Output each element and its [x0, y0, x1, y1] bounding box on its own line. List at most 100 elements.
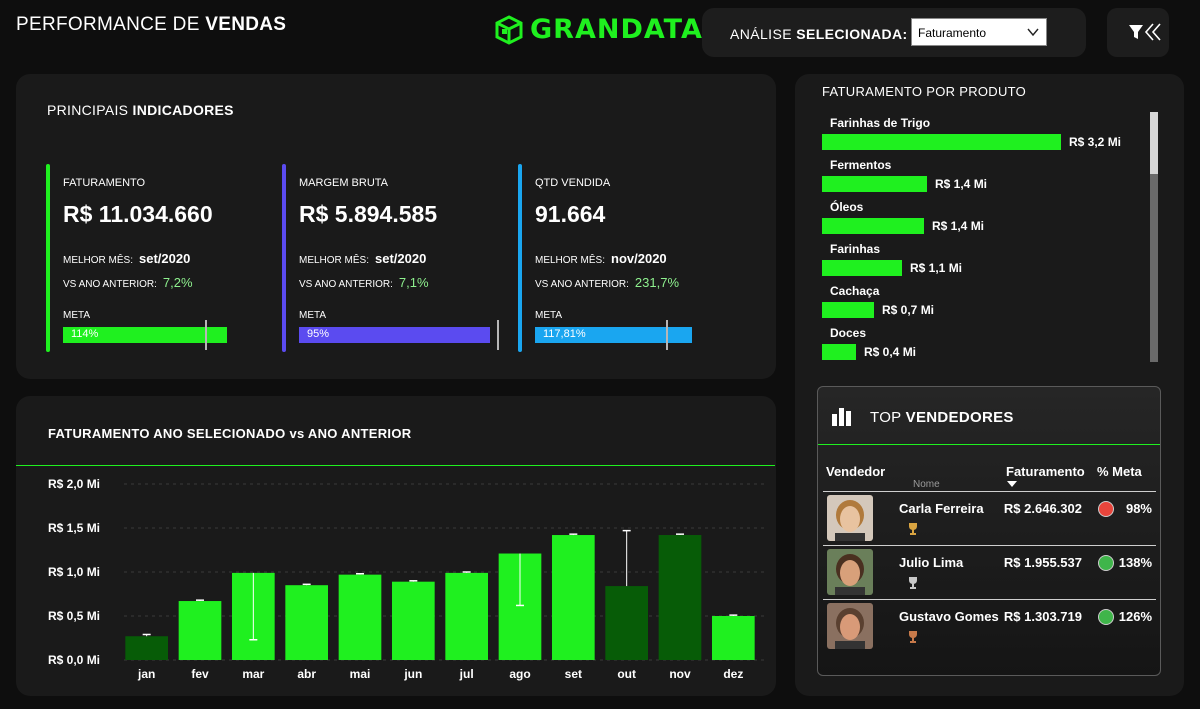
filter-icon[interactable]: [1128, 24, 1144, 40]
bar[interactable]: [338, 574, 382, 660]
chevron-down-icon: [1027, 28, 1039, 37]
page-title-prefix: PERFORMANCE DE: [16, 14, 206, 35]
y-tick-label: R$ 0,0 Mi: [48, 653, 100, 667]
bar[interactable]: [392, 581, 435, 660]
product-row[interactable]: Fermentos R$ 1,4 Mi: [822, 158, 987, 193]
top-sellers-divider: [818, 444, 1160, 445]
logo-text: GRANDATA: [530, 14, 703, 45]
bar[interactable]: [605, 586, 648, 660]
product-row[interactable]: Doces R$ 0,4 Mi: [822, 326, 916, 361]
double-chevron-left-icon[interactable]: [1144, 22, 1162, 42]
product-name: Farinhas de Trigo: [830, 116, 931, 130]
bar[interactable]: [445, 572, 488, 660]
bar[interactable]: [552, 535, 595, 660]
kpi-best-month: MELHOR MÊS: set/2020: [63, 251, 190, 266]
product-row[interactable]: Óleos R$ 1,4 Mi: [822, 200, 984, 235]
bar-chart-icon: [832, 408, 851, 426]
product-bar: [822, 217, 924, 234]
analysis-dropdown-value: Faturamento: [918, 26, 987, 40]
x-tick-label: out: [617, 667, 636, 681]
product-bar: [822, 301, 874, 318]
product-row[interactable]: Farinhas R$ 1,1 Mi: [822, 242, 962, 277]
kpi-vs-previous: VS ANO ANTERIOR: 7,2%: [63, 275, 193, 290]
x-tick-label: jul: [459, 667, 474, 681]
monthly-chart-title: FATURAMENTO ANO SELECIONADO vs ANO ANTER…: [48, 426, 412, 441]
analysis-selector-panel: ANÁLISE SELECIONADA: Faturamento: [702, 8, 1086, 57]
logo: GRANDATA ®: [494, 14, 716, 45]
kpi-meta-target-marker: [205, 320, 207, 350]
vs-label: VS ANO ANTERIOR:: [535, 279, 629, 290]
vs-label: VS ANO ANTERIOR:: [63, 279, 157, 290]
products-scrollbar-track[interactable]: [1150, 112, 1158, 362]
best-month-label: MELHOR MÊS:: [535, 255, 606, 266]
analysis-dropdown[interactable]: Faturamento: [911, 18, 1047, 46]
bar[interactable]: [125, 636, 168, 660]
kpi-best-month: MELHOR MÊS: nov/2020: [535, 251, 667, 266]
product-row[interactable]: Farinhas de Trigo R$ 3,2 Mi: [822, 116, 1121, 151]
y-tick-label: R$ 1,0 Mi: [48, 565, 100, 579]
kpi-label: QTD VENDIDA: [535, 177, 611, 189]
seller-name: Gustavo Gomes: [899, 609, 999, 624]
product-bar-line: R$ 0,7 Mi: [822, 301, 934, 319]
indicators-title-prefix: PRINCIPAIS: [47, 102, 133, 118]
col-header-meta[interactable]: % Meta: [1097, 464, 1142, 479]
y-tick-label: R$ 2,0 Mi: [48, 477, 100, 491]
seller-name: Carla Ferreira: [899, 501, 984, 516]
products-scrollbar-thumb[interactable]: [1150, 112, 1158, 174]
seller-revenue: R$ 2.646.302: [1003, 501, 1082, 516]
page-title-bold: VENDAS: [205, 14, 287, 35]
kpi-gross-margin: MARGEM BRUTA R$ 5.894.585 MELHOR MÊS: set…: [282, 164, 499, 352]
bar[interactable]: [712, 616, 755, 660]
trophy-icon: [909, 523, 917, 535]
seller-row[interactable]: Carla Ferreira R$ 2.646.302 98%: [823, 491, 1156, 543]
product-bar-line: R$ 1,4 Mi: [822, 217, 984, 235]
col-header-seller[interactable]: Vendedor: [826, 464, 886, 479]
y-tick-label: R$ 1,5 Mi: [48, 521, 100, 535]
avatar: [827, 549, 873, 595]
kpi-meta-label: META: [63, 310, 91, 321]
y-tick-label: R$ 0,5 Mi: [48, 609, 100, 623]
kpi-best-month: MELHOR MÊS: set/2020: [299, 251, 426, 266]
product-bar: [822, 259, 902, 276]
product-name: Óleos: [830, 200, 864, 214]
kpi-meta-target-marker: [497, 320, 499, 350]
chart-divider: [16, 465, 775, 466]
product-value: R$ 1,4 Mi: [932, 218, 985, 233]
sort-desc-icon[interactable]: [1007, 481, 1017, 487]
x-tick-label: abr: [297, 667, 316, 681]
product-value: R$ 1,1 Mi: [910, 260, 963, 275]
kpi-label: MARGEM BRUTA: [299, 177, 389, 189]
product-name: Farinhas: [830, 242, 881, 256]
x-tick-label: ago: [509, 667, 530, 681]
x-tick-label: nov: [669, 667, 691, 681]
product-name: Fermentos: [830, 158, 892, 172]
x-tick-label: mar: [242, 667, 264, 681]
products-title: FATURAMENTO POR PRODUTO: [822, 84, 1027, 99]
best-month-value: set/2020: [139, 251, 191, 266]
product-bar-line: R$ 3,2 Mi: [822, 133, 1121, 151]
x-tick-label: set: [565, 667, 582, 681]
seller-row[interactable]: Gustavo Gomes R$ 1.303.719 126%: [823, 599, 1156, 651]
product-row[interactable]: Cachaça R$ 0,7 Mi: [822, 284, 934, 319]
filter-panel: [1107, 8, 1169, 57]
bar[interactable]: [658, 535, 702, 660]
kpi-qty-sold: QTD VENDIDA 91.664 MELHOR MÊS: nov/2020 V…: [518, 164, 708, 352]
kpi-meta-progress: 114%: [63, 327, 227, 343]
kpi-meta-target-marker: [666, 320, 668, 350]
kpi-meta-progress: 95%: [299, 327, 490, 343]
col-header-name[interactable]: Nome: [913, 479, 940, 490]
seller-meta-pct: 98%: [1125, 501, 1152, 516]
col-header-revenue[interactable]: Faturamento: [1006, 464, 1085, 479]
seller-revenue: R$ 1.303.719: [1003, 609, 1082, 624]
top-sellers-title: TOP VENDEDORES: [870, 409, 1014, 426]
best-month-label: MELHOR MÊS:: [63, 255, 134, 266]
kpi-accent-bar: [518, 164, 522, 352]
bar[interactable]: [285, 585, 328, 660]
kpi-meta-label: META: [535, 310, 563, 321]
seller-row[interactable]: Julio Lima R$ 1.955.537 138%: [823, 545, 1156, 597]
top-sellers-panel: TOP VENDEDORES Vendedor Nome Faturamento…: [817, 386, 1161, 676]
product-name: Doces: [830, 326, 867, 340]
product-bar-line: R$ 1,1 Mi: [822, 259, 962, 277]
bar[interactable]: [178, 601, 222, 660]
best-month-label: MELHOR MÊS:: [299, 255, 370, 266]
